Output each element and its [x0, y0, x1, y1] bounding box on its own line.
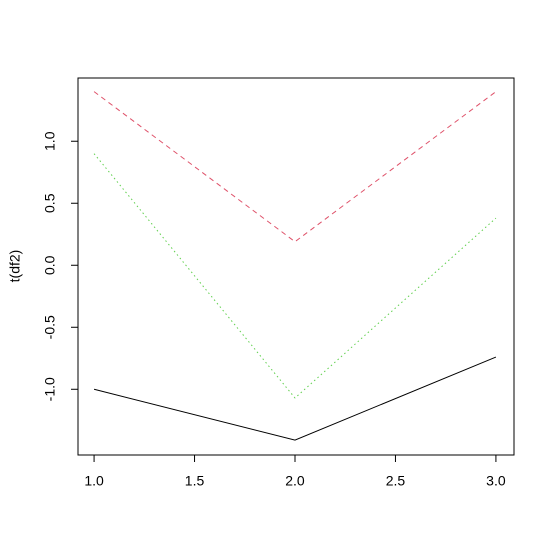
plot-box: [77, 77, 515, 456]
series-line: [93, 153, 497, 399]
x-tick-label: 1.0: [84, 473, 104, 489]
x-tick-label: 3.0: [486, 473, 506, 489]
x-tick-label: 2.0: [285, 473, 305, 489]
y-tick-label: 0.0: [42, 255, 58, 275]
series-line: [93, 91, 497, 243]
x-tick-label: 1.5: [185, 473, 205, 489]
x-tick-label: 2.5: [386, 473, 406, 489]
series-line: [93, 356, 497, 441]
y-axis-label: t(df2): [7, 250, 23, 283]
y-tick-label: 0.5: [42, 193, 58, 213]
y-tick-label: -0.5: [42, 315, 58, 339]
y-tick-label: -1.0: [42, 377, 58, 401]
y-tick-label: 1.0: [42, 131, 58, 151]
